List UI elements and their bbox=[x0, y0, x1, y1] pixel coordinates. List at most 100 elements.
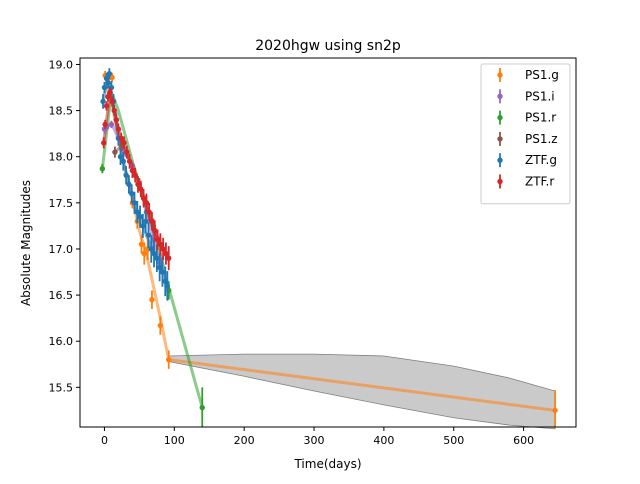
data-point-5-2 bbox=[103, 101, 110, 111]
legend-label-5: ZTF.r bbox=[525, 175, 554, 189]
data-points bbox=[99, 68, 558, 427]
marker-4-3 bbox=[105, 80, 111, 86]
data-point-4-16 bbox=[137, 205, 143, 228]
marker-4-20 bbox=[148, 246, 154, 252]
y-tick-label-0: 15.5 bbox=[49, 381, 74, 394]
data-point-5-8 bbox=[115, 123, 122, 135]
marker-4-13 bbox=[128, 190, 135, 197]
marker-4-21 bbox=[151, 250, 157, 257]
marker-0-10 bbox=[166, 356, 172, 363]
legend-entry-3: PS1.z bbox=[497, 131, 558, 146]
data-point-5-9 bbox=[118, 132, 124, 144]
marker-5-1 bbox=[102, 121, 108, 128]
data-point-4-11 bbox=[123, 165, 129, 185]
data-point-4-3 bbox=[105, 77, 111, 89]
data-point-1-2 bbox=[108, 120, 115, 129]
legend-entry-0: PS1.g bbox=[497, 68, 559, 82]
data-point-2-0 bbox=[99, 164, 106, 174]
data-point-5-5 bbox=[109, 96, 115, 106]
marker-0-5 bbox=[138, 241, 145, 248]
data-point-5-0 bbox=[101, 137, 107, 149]
marker-4-17 bbox=[140, 223, 146, 229]
y-tick-label-1: 16.0 bbox=[49, 335, 74, 348]
marker-5-13 bbox=[129, 167, 136, 174]
data-point-5-6 bbox=[111, 105, 117, 117]
data-point-5-25 bbox=[163, 242, 169, 265]
data-point-0-11 bbox=[552, 390, 558, 427]
data-point-4-17 bbox=[140, 213, 146, 238]
x-tick-label-2: 200 bbox=[234, 434, 255, 447]
marker-4-15 bbox=[134, 209, 140, 215]
legend-label-4: ZTF.g bbox=[525, 153, 557, 167]
x-tick-label-4: 400 bbox=[373, 434, 394, 447]
marker-0-6 bbox=[141, 250, 147, 257]
marker-5-23 bbox=[157, 241, 164, 248]
legend-marker-1 bbox=[497, 93, 503, 100]
data-point-5-24 bbox=[160, 237, 166, 261]
marker-5-5 bbox=[109, 98, 115, 105]
marker-5-19 bbox=[146, 209, 152, 215]
y-tick-label-7: 19.0 bbox=[49, 58, 74, 71]
data-point-4-21 bbox=[151, 239, 157, 268]
legend-label-3: PS1.z bbox=[525, 132, 558, 146]
data-point-5-10 bbox=[121, 136, 127, 150]
data-point-4-19 bbox=[145, 222, 152, 249]
data-point-4-14 bbox=[131, 191, 138, 214]
data-point-0-5 bbox=[138, 235, 145, 254]
marker-0-8 bbox=[149, 296, 155, 303]
marker-5-6 bbox=[111, 107, 117, 114]
data-point-4-0 bbox=[100, 93, 106, 109]
marker-5-2 bbox=[103, 103, 110, 109]
x-tick-label-3: 300 bbox=[304, 434, 325, 447]
marker-5-9 bbox=[118, 135, 124, 141]
marker-5-8 bbox=[115, 126, 122, 132]
marker-5-24 bbox=[160, 246, 166, 252]
legend-label-2: PS1.r bbox=[525, 111, 556, 125]
legend-marker-3 bbox=[497, 136, 503, 142]
data-point-4-12 bbox=[126, 175, 132, 194]
y-axis-label: Absolute Magnitudes bbox=[19, 180, 33, 306]
data-point-4-9 bbox=[117, 148, 124, 166]
data-point-2-2 bbox=[199, 387, 205, 427]
data-point-5-15 bbox=[135, 176, 141, 193]
legend-entry-1: PS1.i bbox=[497, 89, 555, 104]
data-point-4-1 bbox=[101, 81, 108, 94]
marker-3-0 bbox=[112, 149, 118, 155]
data-point-5-17 bbox=[140, 188, 147, 208]
x-tick-label-0: 0 bbox=[101, 434, 108, 447]
data-point-5-7 bbox=[113, 114, 120, 126]
data-point-0-2 bbox=[109, 72, 115, 82]
legend-entry-2: PS1.r bbox=[497, 110, 556, 125]
marker-5-25 bbox=[163, 250, 169, 257]
data-point-4-13 bbox=[128, 184, 135, 203]
model-bands bbox=[168, 353, 556, 430]
data-point-5-12 bbox=[126, 153, 133, 169]
marker-5-22 bbox=[154, 237, 161, 243]
data-point-5-1 bbox=[102, 119, 108, 130]
marker-4-19 bbox=[145, 232, 152, 238]
x-tick-label-5: 500 bbox=[443, 434, 464, 447]
y-tick-label-2: 16.5 bbox=[49, 289, 74, 302]
data-point-5-16 bbox=[138, 180, 144, 198]
axis-ticks: 0 100 200 300 400 500 600 15.5 16.0 16.5 17.0 17.5 1… bbox=[49, 58, 535, 447]
legend-label-1: PS1.i bbox=[525, 89, 555, 103]
data-point-5-21 bbox=[152, 220, 158, 241]
marker-0-9 bbox=[157, 322, 164, 329]
marker-5-26 bbox=[166, 255, 172, 261]
marker-4-11 bbox=[123, 172, 129, 178]
data-point-5-13 bbox=[129, 163, 136, 178]
marker-4-12 bbox=[126, 181, 132, 188]
marker-4-10 bbox=[120, 158, 127, 165]
data-point-4-20 bbox=[148, 235, 154, 263]
marker-5-12 bbox=[126, 158, 133, 165]
legend-marker-5 bbox=[497, 178, 503, 185]
data-point-4-26 bbox=[164, 271, 171, 301]
marker-5-4 bbox=[107, 89, 113, 95]
data-point-0-10 bbox=[166, 350, 172, 369]
data-point-5-19 bbox=[146, 202, 152, 222]
marker-5-15 bbox=[135, 181, 141, 188]
legend: PS1.g PS1.i PS1.r PS1.z ZTF.g ZTF.r bbox=[480, 63, 571, 205]
y-tick-label-6: 18.5 bbox=[49, 105, 74, 118]
marker-2-2 bbox=[199, 404, 205, 411]
